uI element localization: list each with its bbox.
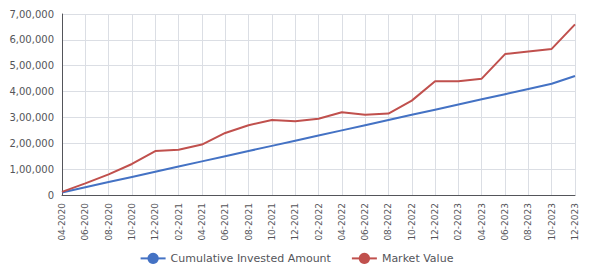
- svg-text:04-2022: 04-2022: [337, 203, 347, 241]
- svg-text:08-2020: 08-2020: [104, 203, 114, 241]
- svg-text:12-2023: 12-2023: [570, 203, 580, 241]
- svg-text:04-2023: 04-2023: [477, 203, 487, 241]
- svg-text:Cumulative Invested Amount: Cumulative Invested Amount: [171, 252, 332, 265]
- svg-text:1,00,000: 1,00,000: [9, 164, 54, 175]
- svg-text:10-2023: 10-2023: [547, 203, 557, 241]
- svg-text:10-2021: 10-2021: [267, 203, 277, 241]
- svg-text:08-2022: 08-2022: [383, 203, 393, 241]
- svg-text:2,00,000: 2,00,000: [9, 138, 54, 149]
- svg-text:06-2021: 06-2021: [220, 203, 230, 241]
- svg-text:12-2021: 12-2021: [290, 203, 300, 241]
- svg-text:04-2021: 04-2021: [197, 203, 207, 241]
- svg-text:02-2022: 02-2022: [314, 203, 324, 241]
- svg-text:Market Value: Market Value: [382, 252, 454, 265]
- svg-text:08-2023: 08-2023: [523, 203, 533, 241]
- svg-text:12-2022: 12-2022: [430, 203, 440, 241]
- svg-text:06-2022: 06-2022: [360, 203, 370, 241]
- svg-text:3,00,000: 3,00,000: [9, 112, 54, 123]
- svg-text:4,00,000: 4,00,000: [9, 86, 54, 97]
- svg-text:02-2023: 02-2023: [453, 203, 463, 241]
- svg-text:5,00,000: 5,00,000: [9, 60, 54, 71]
- svg-text:08-2021: 08-2021: [244, 203, 254, 241]
- svg-text:10-2020: 10-2020: [127, 203, 137, 241]
- svg-text:6,00,000: 6,00,000: [9, 34, 54, 45]
- svg-text:04-2020: 04-2020: [57, 203, 67, 241]
- svg-text:12-2020: 12-2020: [150, 203, 160, 241]
- svg-text:10-2022: 10-2022: [407, 203, 417, 241]
- svg-text:02-2021: 02-2021: [174, 203, 184, 241]
- svg-text:7,00,000: 7,00,000: [9, 9, 54, 20]
- svg-text:06-2023: 06-2023: [500, 203, 510, 241]
- svg-text:0: 0: [48, 190, 54, 201]
- svg-text:06-2020: 06-2020: [80, 203, 90, 241]
